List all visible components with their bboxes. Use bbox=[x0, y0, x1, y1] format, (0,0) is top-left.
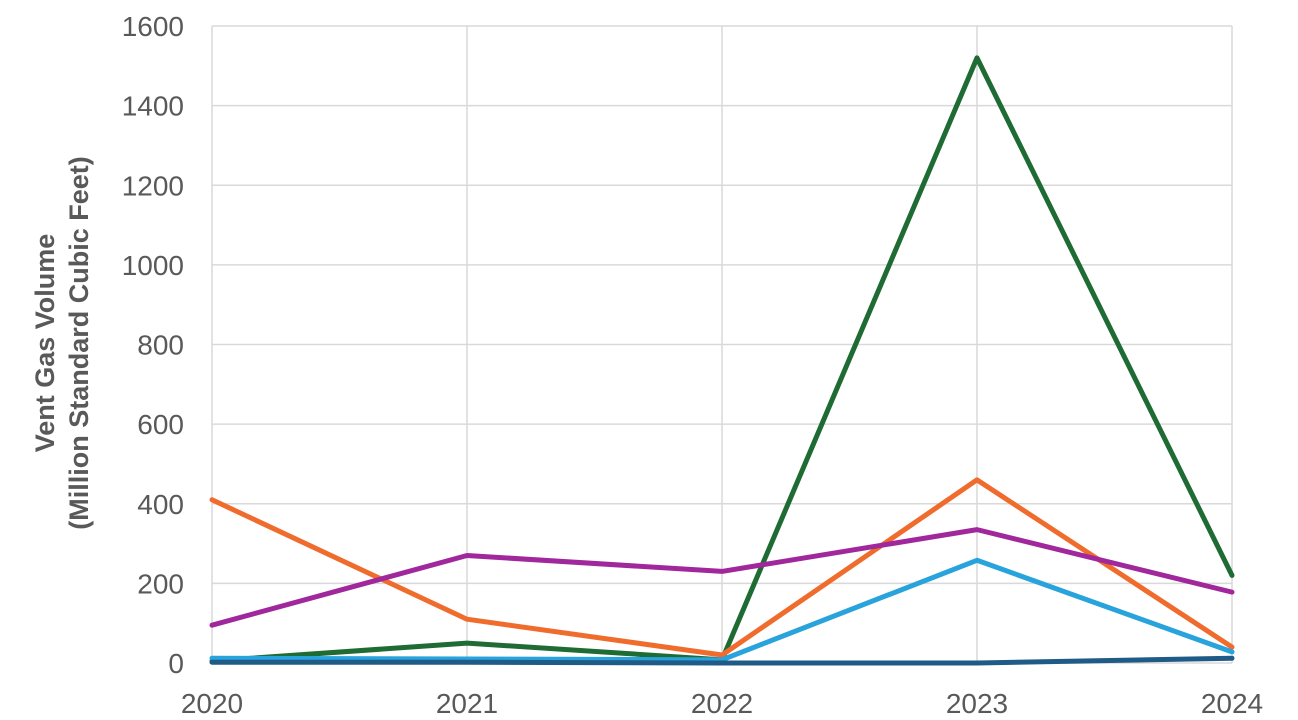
x-tick-label: 2021 bbox=[436, 688, 498, 719]
y-axis-title-line2: (Million Standard Cubic Feet) bbox=[64, 156, 94, 530]
x-tick-label: 2020 bbox=[181, 688, 243, 719]
series-line-3 bbox=[209, 527, 1235, 628]
series-line-4 bbox=[209, 557, 1235, 663]
series-line-5 bbox=[209, 655, 1235, 666]
y-tick-label: 1200 bbox=[122, 170, 184, 201]
x-tick-label: 2023 bbox=[946, 688, 1008, 719]
x-tick-label: 2022 bbox=[691, 688, 753, 719]
x-axis-ticks: 2020 2021 2022 2023 2024 bbox=[181, 688, 1263, 719]
y-tick-label: 1600 bbox=[122, 11, 184, 42]
y-tick-label: 1400 bbox=[122, 91, 184, 122]
y-tick-label: 800 bbox=[137, 330, 184, 361]
y-tick-label: 400 bbox=[137, 489, 184, 520]
y-tick-label: 0 bbox=[168, 648, 184, 679]
grid bbox=[211, 25, 1233, 664]
x-tick-label: 2024 bbox=[1201, 688, 1263, 719]
y-tick-label: 200 bbox=[137, 568, 184, 599]
y-tick-label: 1000 bbox=[122, 250, 184, 281]
y-axis-title: Vent Gas Volume bbox=[30, 234, 60, 453]
y-axis-ticks: 0 200 400 600 800 1000 1200 1400 1600 bbox=[122, 11, 184, 679]
series-lines bbox=[209, 55, 1235, 666]
y-tick-label: 600 bbox=[137, 409, 184, 440]
